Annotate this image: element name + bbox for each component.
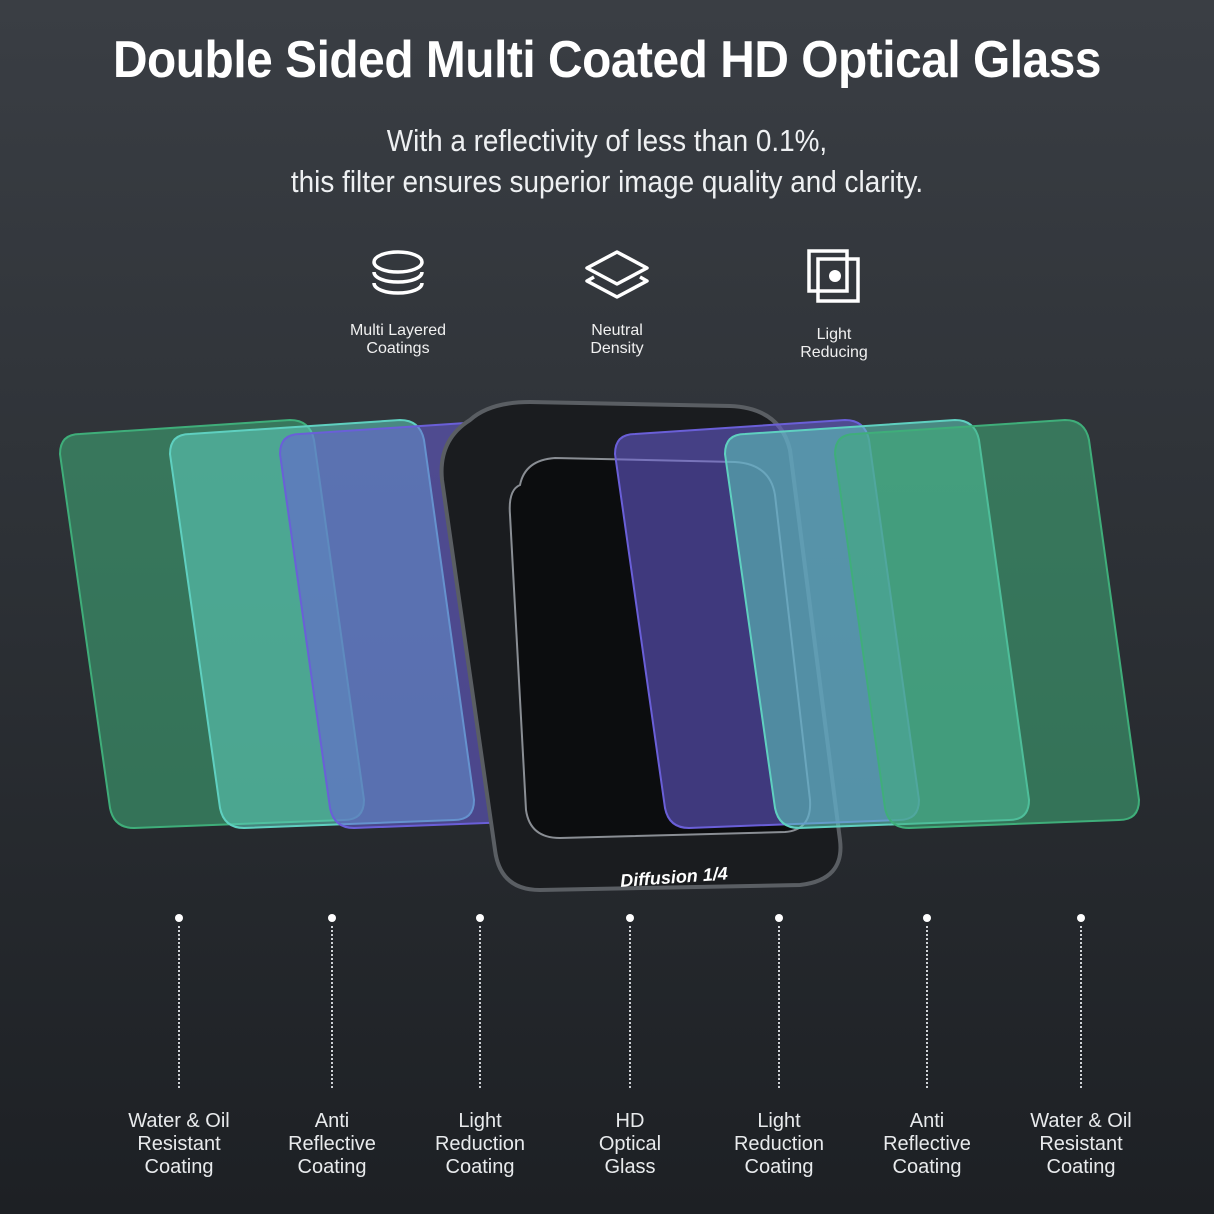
- layer-label-line: Reflective: [883, 1133, 971, 1155]
- layer-label-line: Water & Oil: [1030, 1110, 1132, 1132]
- subtitle: With a reflectivity of less than 0.1%, t…: [61, 120, 1154, 202]
- subtitle-line: this filter ensures superior image quali…: [290, 164, 924, 199]
- layer-label-line: Coating: [445, 1156, 515, 1178]
- layer-label-line: Resistant: [1039, 1133, 1123, 1155]
- layer-label-line: Reduction: [434, 1133, 526, 1155]
- layer-marker: [923, 914, 931, 1088]
- marker-dot: [775, 914, 783, 922]
- feature-neutral-density: Neutral Density: [537, 248, 697, 358]
- marker-dot: [476, 914, 484, 922]
- dotted-leader-line: [926, 926, 928, 1088]
- layer-label-line: Coating: [1046, 1156, 1116, 1178]
- layer-label: Water & Oil Resistant Coating: [1016, 1110, 1146, 1179]
- feature-light-reducing: Light Reducing: [754, 248, 914, 362]
- feature-label: Density: [590, 340, 644, 357]
- layer-label: Water & Oil Resistant Coating: [114, 1110, 244, 1179]
- marker-dot: [175, 914, 183, 922]
- layer-label: HD Optical Glass: [565, 1110, 695, 1179]
- layer-label-line: Coating: [297, 1156, 367, 1178]
- layer-label-line: Light: [757, 1110, 801, 1132]
- dotted-leader-line: [778, 926, 780, 1088]
- layer-diagram: Diffusion 1/4: [58, 399, 1141, 893]
- layer-label: Light Reduction Coating: [714, 1110, 844, 1179]
- layer-label-line: Anti: [909, 1110, 945, 1132]
- feature-label: Light: [816, 326, 852, 343]
- feature-label: Neutral: [591, 322, 643, 339]
- subtitle-line: With a reflectivity of less than 0.1%,: [386, 123, 828, 158]
- layer-label: Anti Reflective Coating: [862, 1110, 992, 1179]
- feature-label: Reducing: [800, 344, 868, 361]
- layer-label-line: Resistant: [137, 1133, 221, 1155]
- marker-dot: [1077, 914, 1085, 922]
- layer-marker: [1077, 914, 1085, 1088]
- feature-label: Multi Layered: [349, 322, 447, 339]
- stacked-discs-icon: [372, 250, 424, 295]
- layer-marker: [775, 914, 783, 1088]
- layer-label-line: Reflective: [288, 1133, 376, 1155]
- layer-label-line: Coating: [744, 1156, 814, 1178]
- layer-label-line: Optical: [598, 1133, 662, 1155]
- layer-label-line: Coating: [144, 1156, 214, 1178]
- layer-label-line: Water & Oil: [128, 1110, 230, 1132]
- dotted-leader-line: [629, 926, 631, 1088]
- layer-marker: [175, 914, 183, 1088]
- layer-marker: [476, 914, 484, 1088]
- layer-label-line: Light: [458, 1110, 502, 1132]
- layer-water-oil-right: [833, 418, 1141, 830]
- feature-label: Coatings: [366, 340, 430, 357]
- layer-marker: [328, 914, 336, 1088]
- dotted-leader-line: [1080, 926, 1082, 1088]
- dotted-leader-line: [479, 926, 481, 1088]
- layer-label-line: Glass: [604, 1156, 656, 1178]
- marker-dot: [923, 914, 931, 922]
- layer-label: Light Reduction Coating: [415, 1110, 545, 1179]
- layer-marker: [626, 914, 634, 1088]
- layer-label-line: HD: [615, 1110, 645, 1132]
- feature-multi-layered: Multi Layered Coatings: [318, 248, 478, 358]
- marker-dot: [328, 914, 336, 922]
- layer-label-line: Coating: [892, 1156, 962, 1178]
- dotted-leader-line: [178, 926, 180, 1088]
- dotted-leader-line: [331, 926, 333, 1088]
- marker-dot: [626, 914, 634, 922]
- layer-label-line: Reduction: [733, 1133, 825, 1155]
- layer-label-line: Anti: [314, 1110, 350, 1132]
- layers-icon: [585, 250, 649, 299]
- layer-label: Anti Reflective Coating: [267, 1110, 397, 1179]
- page-title: Double Sided Multi Coated HD Optical Gla…: [112, 31, 1102, 89]
- overlapping-squares-icon: [807, 249, 860, 303]
